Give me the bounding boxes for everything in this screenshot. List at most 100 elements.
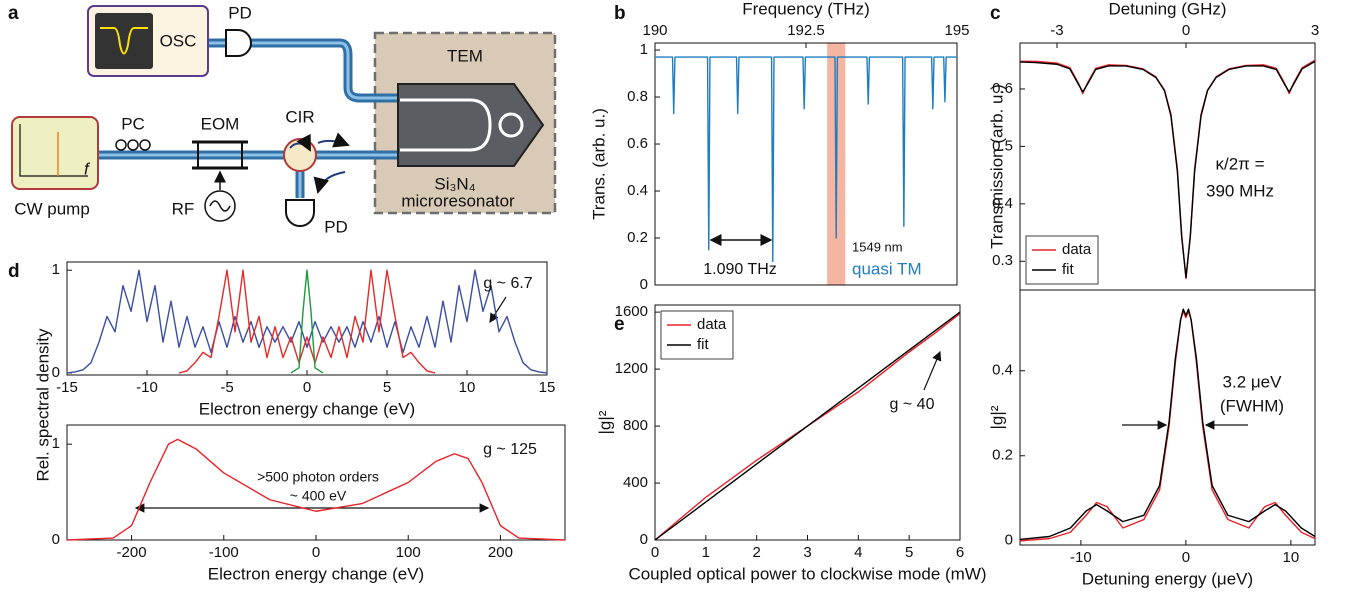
x-axis-label: Coupled optical power to clockwise mode … — [628, 564, 986, 583]
series-line — [1019, 60, 1316, 279]
legend-label: data — [1062, 241, 1092, 258]
legend-box — [1025, 235, 1099, 285]
pump-axes — [19, 124, 88, 177]
x-axis-label: Electron energy change (eV) — [208, 564, 424, 583]
series-line — [66, 438, 566, 541]
y-tick-label: 1 — [640, 41, 648, 58]
y-tick-label: 0.4 — [627, 182, 648, 199]
annotation: ~ 400 eV — [290, 488, 347, 504]
panel-label: c — [990, 3, 1001, 24]
x-tick-label: 5 — [383, 379, 391, 396]
y-tick-label: 0.2 — [992, 447, 1013, 464]
x-tick-label: 2 — [752, 544, 760, 561]
x-tick-label: -100 — [209, 544, 239, 561]
x-tick-label: -3 — [1050, 22, 1063, 39]
ring — [498, 112, 524, 138]
y-axis-label: Transmission (arb. u.) — [987, 84, 1006, 249]
legend-label: data — [697, 316, 727, 333]
x-tick-label: 195 — [944, 22, 969, 39]
y-tick-label: 0.3 — [992, 252, 1013, 269]
x-tick-label: 0 — [303, 379, 311, 396]
y-axis-label: Trans. (arb. u.) — [589, 108, 608, 220]
x-tick-label: 1 — [702, 544, 710, 561]
panel-label: a — [8, 3, 19, 24]
x-tick-label: 6 — [956, 544, 964, 561]
series-line — [290, 269, 324, 374]
flow-arrow — [313, 171, 346, 194]
y-tick-label: 0.6 — [992, 80, 1013, 97]
plot-frame — [654, 42, 958, 286]
pump-axis-label: f — [84, 159, 91, 178]
y-tick-label: 0 — [1005, 532, 1013, 549]
osc-label: OSC — [160, 31, 197, 50]
pc-label: PC — [121, 114, 145, 133]
x-axis-label: Detuning (GHz) — [1108, 0, 1226, 18]
flow-arrow — [317, 132, 350, 148]
legend-label: fit — [1062, 261, 1075, 278]
circulator-arrow — [289, 133, 311, 152]
y-tick-label: 0.6 — [627, 135, 648, 152]
x-tick-label: 190 — [642, 22, 667, 39]
annotation: 390 MHz — [1206, 181, 1274, 200]
annotation: quasi TM — [852, 259, 922, 278]
polarization-controller — [115, 139, 151, 151]
pd-label: PD — [324, 217, 348, 236]
legend-box — [660, 310, 734, 360]
series-line — [654, 311, 961, 541]
material-label: Si₃N₄ — [434, 174, 475, 193]
annotation: 3.2 μeV — [1223, 372, 1283, 391]
waveguide — [400, 98, 492, 152]
x-tick-label: 100 — [396, 544, 421, 561]
plot-frame — [66, 261, 548, 376]
x-tick-label: -10 — [136, 379, 158, 396]
x-axis-label: Frequency (THz) — [742, 0, 870, 18]
x-tick-label: -15 — [56, 379, 78, 396]
x-tick-label: -200 — [117, 544, 147, 561]
y-tick-label: 0 — [52, 531, 60, 548]
x-tick-label: 10 — [1283, 549, 1300, 566]
y-tick-label: 0 — [52, 364, 60, 381]
series-line — [1019, 308, 1316, 541]
annotation-arrow — [489, 296, 507, 324]
y-tick-label: 0.4 — [992, 195, 1013, 212]
y-axis-label: Rel. spectral density — [33, 328, 52, 482]
x-tick-label: 3 — [1311, 22, 1319, 39]
annotation-arrow — [923, 350, 942, 391]
y-tick-label: 0 — [640, 276, 648, 293]
y-tick-label: 0.4 — [992, 362, 1013, 379]
x-tick-label: -10 — [1070, 549, 1092, 566]
series-line — [655, 56, 957, 263]
pump-label: CW pump — [14, 199, 90, 218]
x-tick-label: -5 — [220, 379, 233, 396]
y-tick-label: 1 — [52, 261, 60, 278]
setup-diagram: OSC PD TEM Si₃N₄ microresonator f CW pum… — [11, 3, 557, 236]
annotation: g ~ 40 — [890, 396, 935, 413]
fiber — [98, 153, 402, 198]
series-line — [1019, 310, 1316, 542]
y-tick-label: 800 — [623, 417, 648, 434]
series-line — [178, 269, 436, 374]
annotation: 1.090 THz — [703, 261, 777, 278]
plot-frame — [1019, 289, 1316, 546]
x-tick-label: 200 — [488, 544, 513, 561]
x-tick-label: 5 — [905, 544, 913, 561]
x-tick-label: 0 — [1182, 549, 1190, 566]
annotation: κ/2π = — [1215, 154, 1264, 173]
y-tick-label: 0.8 — [627, 88, 648, 105]
x-tick-label: 0 — [651, 544, 659, 561]
resonator-label: microresonator — [401, 191, 515, 210]
pd-label: PD — [228, 3, 252, 22]
annotation: (FWHM) — [1220, 396, 1284, 415]
y-axis-label: |g|² — [987, 405, 1006, 429]
fiber — [208, 41, 402, 100]
x-tick-label: 3 — [803, 544, 811, 561]
annotation: g ~ 6.7 — [483, 275, 532, 292]
x-axis-label: Detuning energy (μeV) — [1082, 569, 1253, 588]
photodiode — [285, 199, 315, 227]
panel-label: e — [614, 314, 625, 335]
y-tick-label: 1600 — [615, 303, 648, 320]
y-tick-label: 0 — [640, 531, 648, 548]
y-tick-label: 0.2 — [627, 229, 648, 246]
y-axis-label: |g|² — [595, 410, 614, 434]
